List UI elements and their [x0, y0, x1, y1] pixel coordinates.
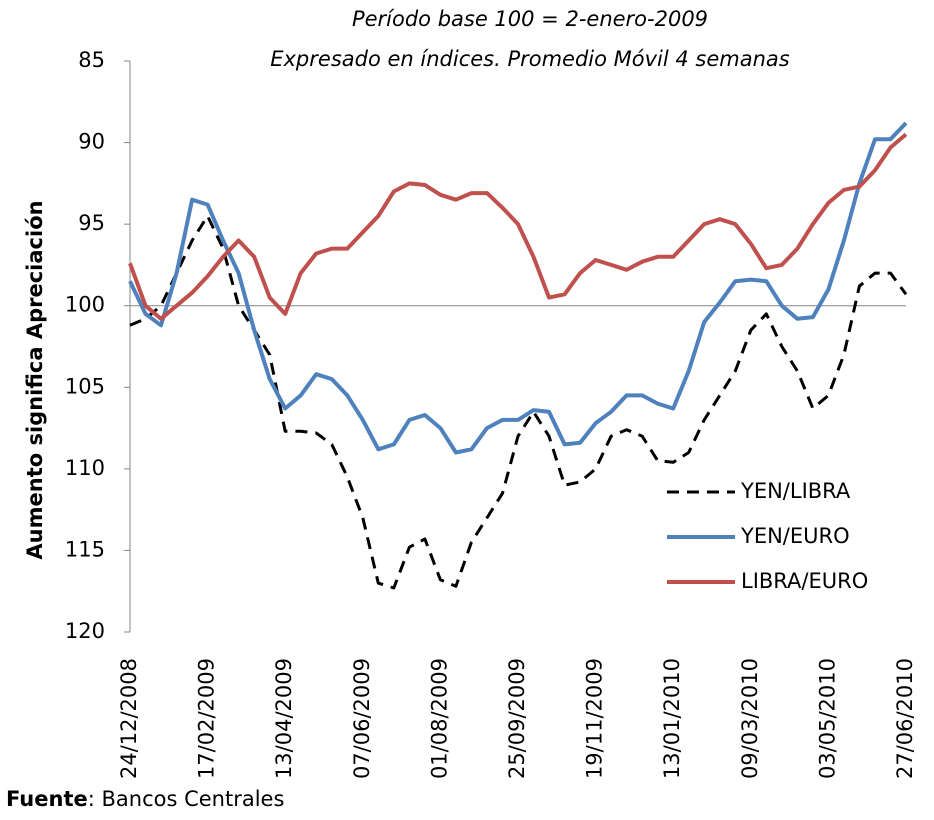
x-tick-label: 01/08/2009 — [427, 658, 451, 779]
y-tick-label: 105 — [65, 374, 105, 398]
legend-label: YEN/LIBRA — [740, 479, 851, 503]
series-line — [128, 121, 908, 455]
chart-subtitle: Expresado en índices. Promedio Móvil 4 s… — [270, 47, 790, 71]
y-tick-label: 110 — [65, 456, 105, 480]
y-tick-label: 120 — [65, 619, 105, 643]
x-tick-label: 07/06/2009 — [350, 658, 374, 779]
source-label: Fuente — [6, 787, 88, 811]
chart-title: Período base 100 = 2-enero-2009 — [352, 7, 708, 31]
legend-label: LIBRA/EURO — [741, 569, 868, 593]
legend-label: YEN/EURO — [740, 524, 850, 548]
source: Fuente: Bancos Centrales — [6, 787, 284, 811]
y-tick-label: 115 — [65, 537, 105, 561]
source-text: : Bancos Centrales — [88, 787, 285, 811]
y-tick-label: 90 — [78, 130, 105, 154]
x-tick-label: 03/05/2010 — [815, 658, 839, 779]
y-axis-label: Aumento significa Apreciación — [23, 200, 47, 559]
x-tick-label: 24/12/2008 — [117, 658, 141, 779]
x-tick-label: 27/06/2010 — [893, 658, 917, 779]
x-tick-label: 13/01/2010 — [660, 658, 684, 779]
x-tick-label: 09/03/2010 — [738, 658, 762, 779]
y-tick-label: 95 — [78, 211, 105, 235]
y-tick-label: 100 — [65, 293, 105, 317]
x-tick-label: 13/04/2009 — [272, 658, 296, 779]
x-tick-label: 17/02/2009 — [195, 658, 219, 779]
series-line — [128, 132, 908, 321]
x-tick-label: 25/09/2009 — [505, 658, 529, 779]
y-tick-label: 85 — [78, 48, 105, 72]
series-line — [129, 214, 908, 590]
x-tick-label: 19/11/2009 — [583, 658, 607, 779]
